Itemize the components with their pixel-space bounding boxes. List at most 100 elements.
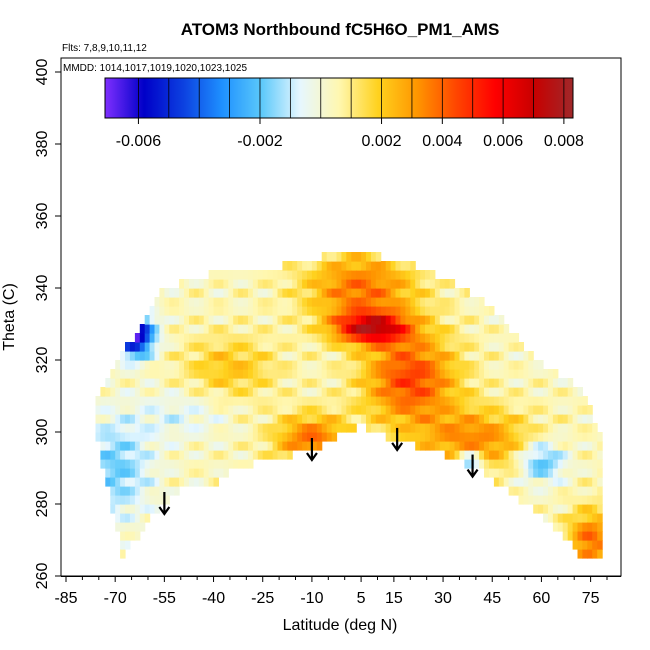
data-cell — [233, 378, 239, 388]
data-cell — [459, 297, 465, 307]
data-cell — [115, 396, 121, 406]
data-cell — [282, 441, 288, 451]
data-cell — [307, 432, 313, 442]
data-cell — [316, 441, 323, 451]
data-cell — [533, 387, 539, 397]
data-cell — [370, 351, 377, 361]
data-cell — [302, 315, 308, 325]
data-cell — [193, 432, 200, 442]
data-cell — [351, 405, 357, 415]
data-cell — [203, 387, 210, 397]
data-cell — [159, 459, 165, 469]
data-cell — [425, 279, 431, 289]
data-cell — [223, 306, 229, 316]
data-cell — [439, 306, 446, 316]
data-cell — [282, 288, 288, 298]
data-cell — [552, 378, 559, 388]
data-cell — [262, 432, 269, 442]
data-cell — [238, 306, 244, 316]
data-cell — [238, 459, 244, 469]
data-cell — [129, 414, 136, 424]
data-cell — [420, 432, 426, 442]
data-cell — [292, 315, 298, 325]
data-cell — [120, 378, 126, 388]
data-cell — [356, 378, 362, 388]
data-cell — [469, 297, 475, 307]
data-cell — [375, 396, 382, 406]
data-cell — [548, 513, 554, 523]
data-cell — [326, 324, 333, 334]
data-cell — [115, 450, 121, 460]
data-cell — [267, 333, 274, 343]
data-cell — [380, 315, 387, 325]
data-cell — [213, 468, 219, 478]
data-cell — [321, 396, 328, 406]
data-cell — [533, 495, 539, 505]
data-cell — [169, 369, 175, 379]
data-cell — [193, 297, 200, 307]
data-cell — [370, 252, 377, 262]
data-cell — [454, 315, 460, 325]
data-cell — [420, 306, 426, 316]
data-cell — [400, 315, 406, 325]
data-cell — [366, 405, 372, 415]
data-cell — [336, 369, 342, 379]
data-cell — [297, 405, 303, 415]
data-cell — [508, 423, 515, 433]
data-cell — [154, 486, 160, 496]
data-cell — [149, 432, 156, 442]
data-cell — [272, 351, 279, 361]
data-cell — [567, 423, 574, 433]
data-cell — [346, 279, 352, 289]
data-cell — [557, 495, 564, 505]
data-cell — [405, 423, 411, 433]
data-cell — [434, 369, 441, 379]
data-cell — [592, 477, 598, 487]
data-cell — [370, 360, 377, 370]
data-cell — [257, 369, 264, 379]
data-cell — [567, 414, 574, 424]
data-cell — [134, 414, 141, 424]
data-cell — [390, 279, 397, 289]
data-cell — [400, 405, 406, 415]
data-cell — [228, 306, 234, 316]
data-cell — [198, 423, 205, 433]
data-cell — [444, 306, 451, 316]
data-cell — [316, 351, 323, 361]
data-cell — [292, 441, 298, 451]
data-cell — [287, 270, 293, 280]
data-cell — [198, 450, 205, 460]
data-cell — [557, 396, 564, 406]
data-cell — [361, 414, 367, 424]
data-cell — [223, 459, 229, 469]
data-cell — [577, 387, 583, 397]
data-cell — [449, 324, 456, 334]
data-cell — [346, 342, 352, 352]
data-cell — [292, 405, 298, 415]
data-cell — [292, 261, 298, 271]
data-cell — [528, 414, 534, 424]
data-cell — [213, 306, 219, 316]
data-cell — [538, 369, 544, 379]
data-cell — [429, 387, 436, 397]
data-cell — [361, 252, 367, 262]
data-cell — [380, 387, 387, 397]
data-cell — [351, 270, 357, 280]
data-cell — [582, 441, 588, 451]
data-cell — [351, 288, 357, 298]
data-cell — [179, 432, 185, 442]
data-cell — [282, 369, 288, 379]
data-cell — [572, 486, 579, 496]
data-cell — [523, 450, 529, 460]
data-cell — [484, 360, 490, 370]
data-cell — [415, 396, 421, 406]
data-cell — [513, 486, 520, 496]
data-cell — [154, 297, 160, 307]
data-cell — [366, 279, 372, 289]
data-cell — [105, 405, 111, 415]
data-cell — [587, 513, 593, 523]
data-cell — [341, 315, 347, 325]
data-cell — [464, 405, 470, 415]
data-cell — [567, 441, 574, 451]
data-cell — [228, 423, 234, 433]
